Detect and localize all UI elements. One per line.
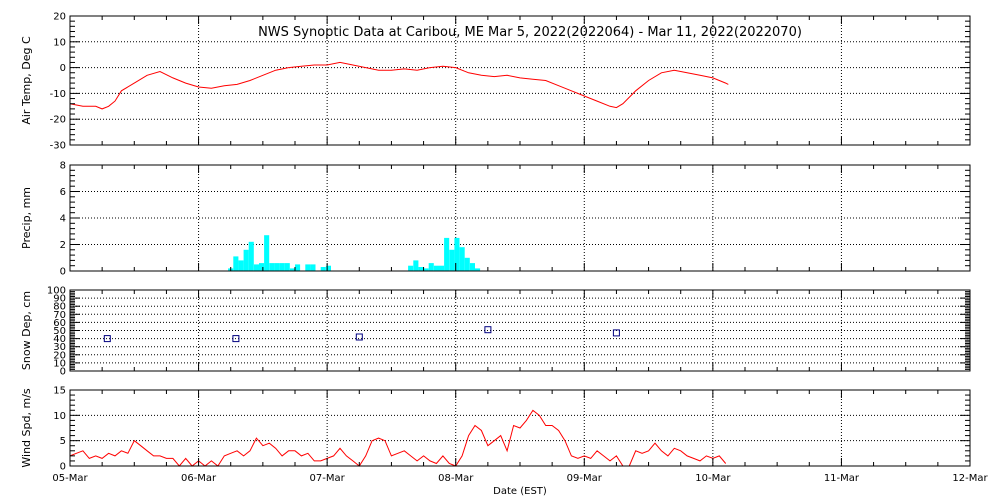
chart-title: NWS Synoptic Data at Caribou, ME Mar 5, … bbox=[258, 25, 802, 40]
precip-frame bbox=[69, 164, 971, 272]
snow-depth-y-axis-label: Snow Dep, cm bbox=[20, 291, 33, 370]
precip-bar bbox=[295, 264, 301, 271]
precip-bar bbox=[305, 264, 311, 271]
snow-depth-y-tick-label: 0 bbox=[60, 367, 66, 378]
precip-bar bbox=[454, 237, 460, 271]
precip-bar bbox=[248, 241, 254, 271]
x-tick-label: 09-Mar bbox=[567, 473, 603, 484]
snow-depth-y-tick-label: 50 bbox=[53, 326, 66, 337]
precip-bar bbox=[475, 268, 481, 271]
snow-depth-point bbox=[103, 335, 111, 343]
snow-depth-point bbox=[484, 326, 492, 334]
air-temp-y-axis-label: Air Temp, Deg C bbox=[20, 36, 33, 125]
precip-bar bbox=[423, 268, 429, 271]
precip-bar bbox=[464, 257, 470, 272]
wind-speed-y-tick-label: 0 bbox=[60, 462, 66, 473]
snow-depth-y-tick-label: 90 bbox=[53, 294, 66, 305]
air-temp-y-tick-label: 10 bbox=[53, 37, 66, 48]
precip-bar bbox=[233, 256, 239, 271]
x-tick-label: 11-Mar bbox=[824, 473, 860, 484]
snow-depth-point bbox=[355, 333, 363, 341]
air-temp-panel: 20 10 0 -10 -20 -30 Air Temp, Deg C bbox=[20, 12, 971, 152]
snow-depth-y-tick-label: 60 bbox=[53, 318, 66, 329]
x-tick-label: 06-Mar bbox=[181, 473, 217, 484]
x-tick-label: 07-Mar bbox=[310, 473, 346, 484]
precip-y-tick-label: 4 bbox=[60, 214, 66, 225]
precip-bar bbox=[449, 249, 455, 271]
precip-bar bbox=[433, 265, 439, 271]
precip-bar bbox=[428, 263, 434, 271]
precip-y-tick-label: 2 bbox=[60, 240, 66, 251]
precip-y-tick-label: 0 bbox=[60, 267, 66, 278]
precip-bar bbox=[243, 249, 249, 271]
precip-bar bbox=[459, 247, 465, 271]
precip-bar bbox=[469, 263, 475, 271]
wind-speed-y-tick-label: 5 bbox=[60, 436, 66, 447]
precip-y-tick-label: 8 bbox=[60, 161, 66, 172]
wind-speed-series-line bbox=[69, 409, 727, 467]
precip-bar bbox=[253, 264, 259, 271]
precip-bar bbox=[439, 265, 445, 271]
precip-y-axis-label: Precip, mm bbox=[20, 187, 33, 249]
air-temp-y-tick-label: -20 bbox=[50, 115, 66, 126]
precip-bar bbox=[444, 237, 450, 271]
precip-bar bbox=[269, 263, 275, 271]
precip-bar bbox=[259, 263, 265, 271]
air-temp-y-tick-label: 20 bbox=[53, 12, 66, 23]
snow-depth-y-tick-label: 20 bbox=[53, 350, 66, 361]
x-tick-labels: 05-Mar 06-Mar 07-Mar 08-Mar 09-Mar 10-Mar 11-M… bbox=[52, 473, 988, 484]
snow-depth-frame bbox=[69, 289, 971, 372]
x-axis-label: Date (EST) bbox=[493, 486, 547, 497]
precip-bar bbox=[325, 265, 331, 271]
precip-bar bbox=[284, 263, 290, 271]
x-tick-label: 10-Mar bbox=[695, 473, 731, 484]
x-tick-label: 12-Mar bbox=[952, 473, 988, 484]
precip-minor-ticks bbox=[69, 164, 971, 272]
snow-depth-y-tick-label: 80 bbox=[53, 302, 66, 313]
precip-bar bbox=[274, 263, 280, 271]
precip-bar bbox=[408, 265, 414, 271]
precip-bar bbox=[238, 260, 244, 271]
wind-speed-frame bbox=[69, 389, 971, 467]
precip-bar bbox=[418, 267, 424, 271]
snow-depth-y-tick-label: 70 bbox=[53, 310, 66, 321]
precip-bar bbox=[264, 235, 270, 271]
air-temp-y-tick-label: -30 bbox=[50, 141, 66, 152]
snow-depth-y-tick-label: 40 bbox=[53, 334, 66, 345]
precip-bar bbox=[320, 267, 326, 271]
precip-bar bbox=[289, 268, 295, 271]
wind-speed-panel: 0 5 10 15 Wind Spd, m/s bbox=[20, 386, 971, 473]
snow-depth-point bbox=[232, 335, 240, 343]
wind-speed-y-axis-label: Wind Spd, m/s bbox=[20, 388, 33, 468]
air-temp-frame bbox=[69, 15, 971, 146]
precip-bar bbox=[413, 260, 419, 271]
x-tick-label: 08-Mar bbox=[438, 473, 474, 484]
snow-depth-y-tick-label: 10 bbox=[53, 358, 66, 369]
wind-speed-y-tick-label: 10 bbox=[53, 411, 66, 422]
x-tick-label: 05-Mar bbox=[52, 473, 88, 484]
air-temp-y-tick-label: 0 bbox=[60, 63, 66, 74]
air-temp-y-tick-label: -10 bbox=[50, 89, 66, 100]
snow-depth-y-tick-label: 100 bbox=[47, 286, 66, 297]
snow-depth-point bbox=[612, 329, 620, 337]
precip-panel: 0 2 4 6 8 Precip, mm bbox=[20, 161, 971, 278]
precip-y-tick-label: 6 bbox=[60, 187, 66, 198]
precip-bar bbox=[279, 263, 285, 271]
snow-depth-y-tick-label: 30 bbox=[53, 342, 66, 353]
air-temp-series-line bbox=[69, 61, 729, 110]
wind-speed-y-tick-label: 15 bbox=[53, 386, 66, 397]
precip-bar bbox=[310, 264, 316, 271]
